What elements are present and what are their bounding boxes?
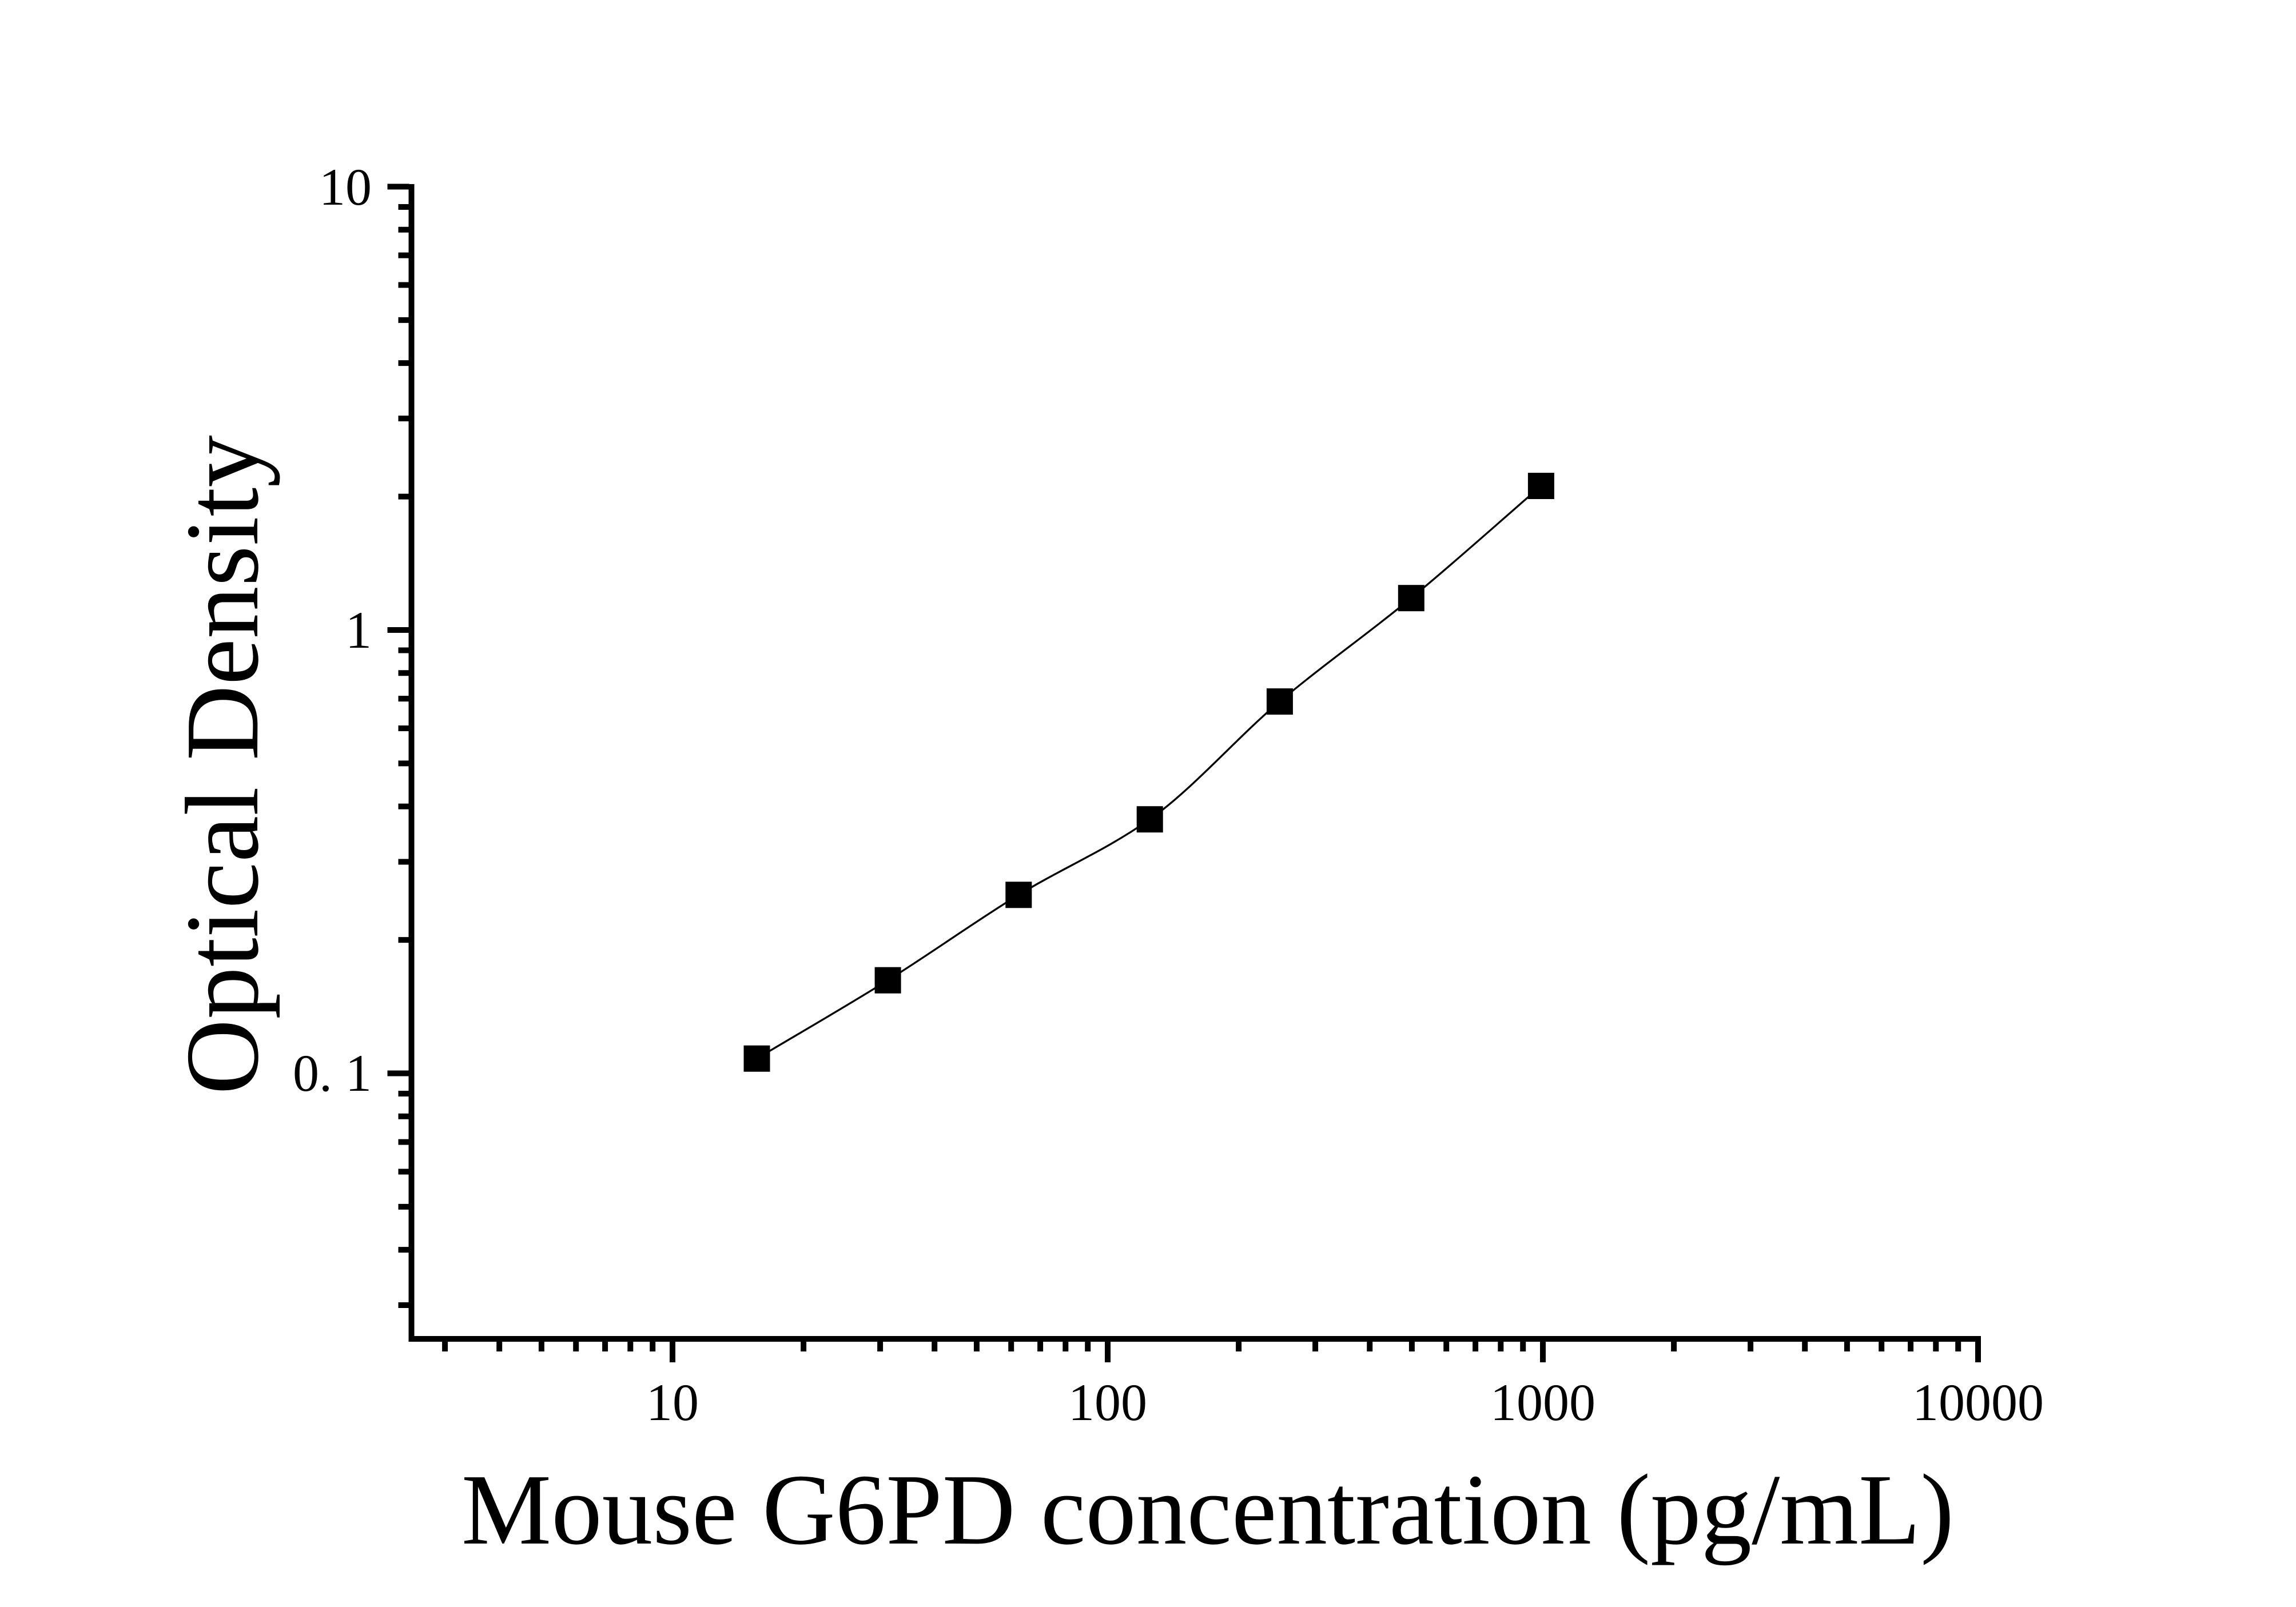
svg-text:10000: 10000 [1912,1373,2044,1431]
svg-text:10: 10 [319,158,372,216]
svg-text:1: 1 [345,601,372,659]
svg-text:Optical Density: Optical Density [164,435,280,1095]
svg-text:100: 100 [1068,1373,1147,1431]
svg-text:10: 10 [646,1373,699,1431]
svg-text:0. 1: 0. 1 [293,1044,372,1102]
svg-text:Mouse G6PD concentration (pg/m: Mouse G6PD concentration (pg/mL) [461,1454,1954,1566]
svg-text:1000: 1000 [1490,1373,1595,1431]
